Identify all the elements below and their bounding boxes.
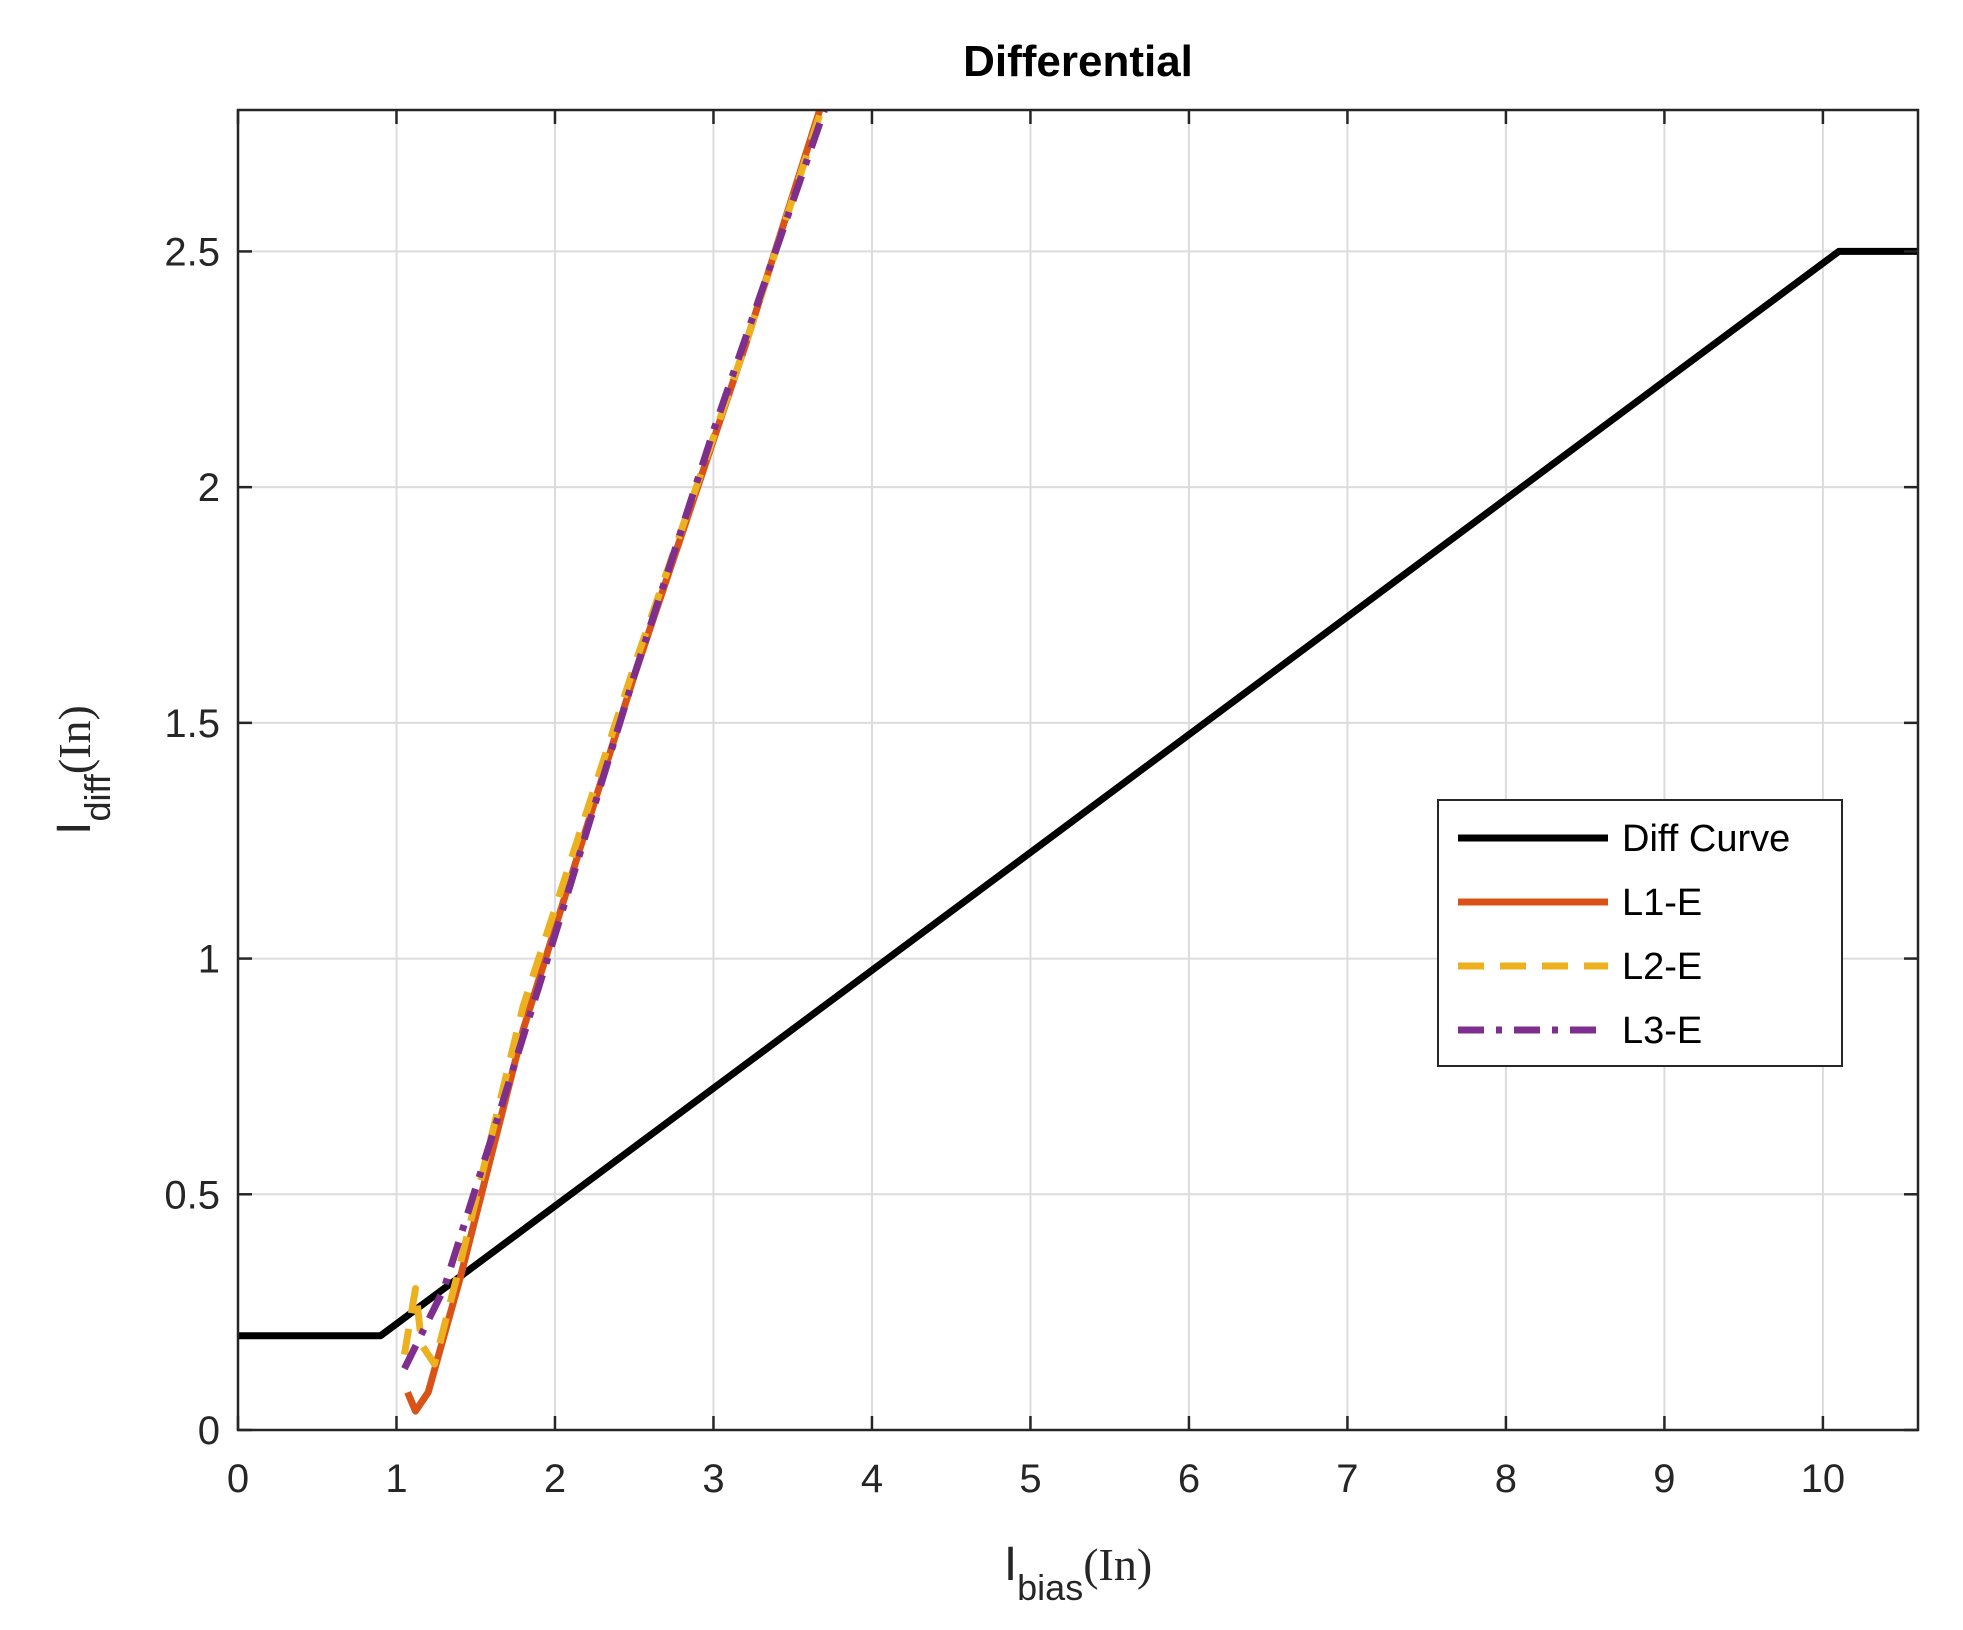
- legend: Diff Curve L1-E L2-E L3-E: [1437, 799, 1843, 1067]
- x-tick-label: 10: [1801, 1457, 1846, 1501]
- x-tick-label: 6: [1178, 1457, 1200, 1501]
- y-axis-label: Idiff(In): [48, 705, 118, 835]
- x-tick-label: 9: [1653, 1457, 1675, 1501]
- y-axis-label-unit: (In): [49, 705, 100, 774]
- x-axis-label-unit: (In): [1083, 1539, 1152, 1590]
- legend-label-diff-curve: Diff Curve: [1622, 818, 1790, 860]
- series-line-diff-curve: [238, 247, 1918, 1340]
- legend-box: [1437, 799, 1843, 1067]
- y-tick-label: 2.5: [164, 230, 220, 274]
- x-axis-label-main: I: [1004, 1538, 1017, 1591]
- legend-label-l3-e: L3-E: [1622, 1010, 1702, 1052]
- x-tick-label: 7: [1336, 1457, 1358, 1501]
- y-tick-label: 1: [198, 938, 220, 982]
- legend-label-l1-e: L1-E: [1622, 882, 1702, 924]
- x-tick-label: 5: [1019, 1457, 1041, 1501]
- x-tick-label: 2: [544, 1457, 566, 1501]
- x-tick-label: 3: [702, 1457, 724, 1501]
- y-tick-label: 0: [198, 1409, 220, 1453]
- series-line-l3-e: [401, 108, 828, 1371]
- grid-lines: [237, 110, 1918, 1431]
- y-axis-label-main: I: [48, 822, 101, 835]
- axis-ticks: 0 1 2 3 4 5 6 7 8 9 10 0 0.5 1 1.5 2 2.5: [164, 110, 1918, 1501]
- series-lines: [238, 108, 1918, 1415]
- chart-title: Differential: [963, 37, 1193, 86]
- y-axis-label-sub: diff: [77, 773, 118, 821]
- plot-area: [238, 110, 1918, 1430]
- x-tick-label: 0: [227, 1457, 249, 1501]
- axes-box: [236, 108, 1920, 1432]
- x-tick-label: 8: [1495, 1457, 1517, 1501]
- y-tick-label: 1.5: [164, 702, 220, 746]
- y-tick-label: 2: [198, 466, 220, 510]
- x-axis-label-sub: bias: [1017, 1567, 1083, 1608]
- x-axis-label: Ibias(In): [1004, 1538, 1152, 1608]
- y-tick-label: 0.5: [164, 1173, 220, 1217]
- x-tick-label: 4: [861, 1457, 883, 1501]
- legend-label-l2-e: L2-E: [1622, 946, 1702, 988]
- x-tick-label: 1: [385, 1457, 407, 1501]
